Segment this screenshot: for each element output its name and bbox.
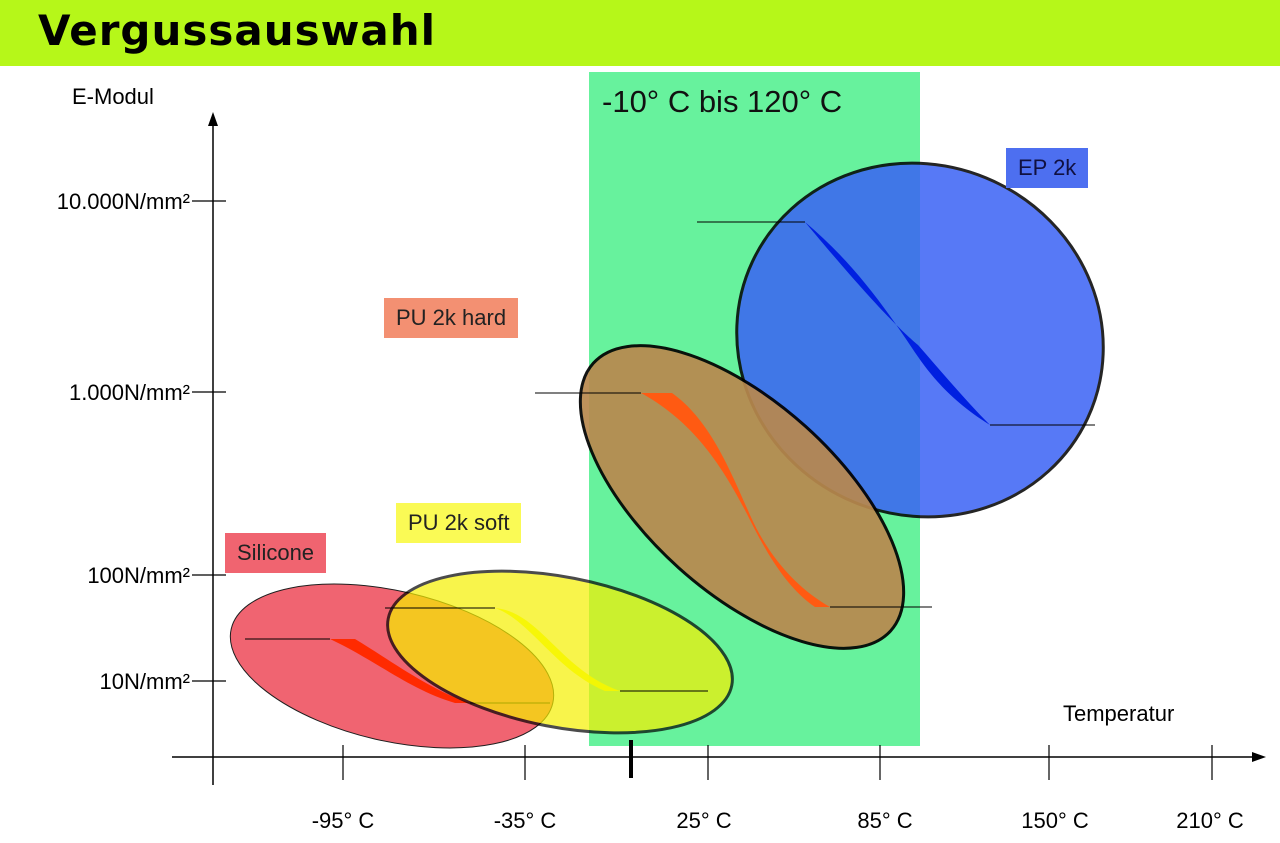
y-axis-label: E-Modul (72, 84, 154, 109)
header-bar: Vergussauswahl (0, 0, 1280, 66)
x-tick-label: 150° C (1021, 808, 1089, 833)
ep-2k-label: EP 2k (1006, 148, 1089, 188)
y-tick-label: 1.000N/mm² (68, 380, 190, 405)
x-axis-label: Temperatur (1063, 701, 1175, 726)
page-title: Vergussauswahl (38, 6, 437, 55)
pu-2k-hard-region (535, 344, 932, 650)
x-tick-label: 25° C (676, 808, 732, 833)
y-tick-label: 100N/mm² (87, 563, 190, 588)
x-tick-label: 85° C (857, 808, 913, 833)
pu-2k-soft-region (385, 569, 734, 735)
y-axis-arrow (208, 112, 218, 126)
pu-2k-soft-label: PU 2k soft (396, 503, 522, 543)
pu-2k-hard-label: PU 2k hard (384, 298, 519, 338)
x-axis-arrow (1252, 752, 1266, 762)
x-tick-label: -95° C (311, 808, 375, 833)
silicone-label: Silicone (225, 533, 327, 573)
y-tick-label: 10.000N/mm² (56, 189, 190, 214)
x-tick-label: 210° C (1176, 808, 1244, 833)
x-tick-label: -35° C (493, 808, 557, 833)
temperature-range-label: -10° C bis 120° C (602, 84, 843, 119)
y-tick-label: 10N/mm² (99, 669, 190, 694)
